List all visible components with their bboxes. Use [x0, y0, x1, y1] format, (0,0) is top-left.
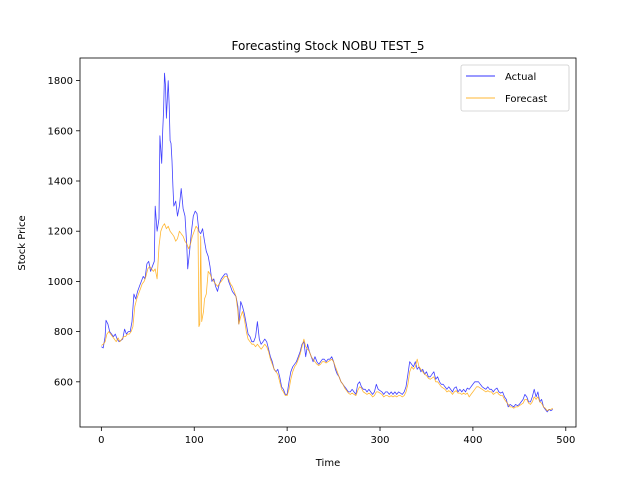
x-tick-label: 100 [185, 435, 204, 446]
y-tick-label: 1200 [48, 227, 73, 238]
y-tick-label: 1600 [48, 126, 73, 137]
y-tick-label: 600 [54, 377, 73, 388]
y-axis: 600 800 1000 1200 1400 1600 1800 [48, 76, 80, 388]
y-tick-label: 800 [54, 327, 73, 338]
y-tick-label: 1800 [48, 76, 73, 87]
y-tick-label: 1000 [48, 277, 73, 288]
series-layer [101, 72, 554, 413]
plot-frame [79, 57, 577, 428]
x-tick-label: 0 [98, 435, 104, 446]
y-tick-label: 1400 [48, 177, 73, 188]
legend-label-actual: Actual [505, 72, 536, 83]
legend: Actual Forecast [460, 64, 570, 112]
legend-label-forecast: Forecast [505, 94, 547, 105]
x-tick-label: 400 [463, 435, 482, 446]
x-tick-label: 500 [556, 435, 575, 446]
chart-title: Forecasting Stock NOBU TEST_5 [232, 39, 425, 53]
x-axis: 0 100 200 300 400 500 [98, 427, 575, 446]
x-tick-label: 200 [278, 435, 297, 446]
series-line-forecast [101, 223, 554, 412]
y-axis-title: Stock Price [17, 215, 28, 270]
x-axis-title: Time [315, 458, 340, 469]
series-line-actual [101, 72, 554, 413]
x-tick-label: 300 [370, 435, 389, 446]
